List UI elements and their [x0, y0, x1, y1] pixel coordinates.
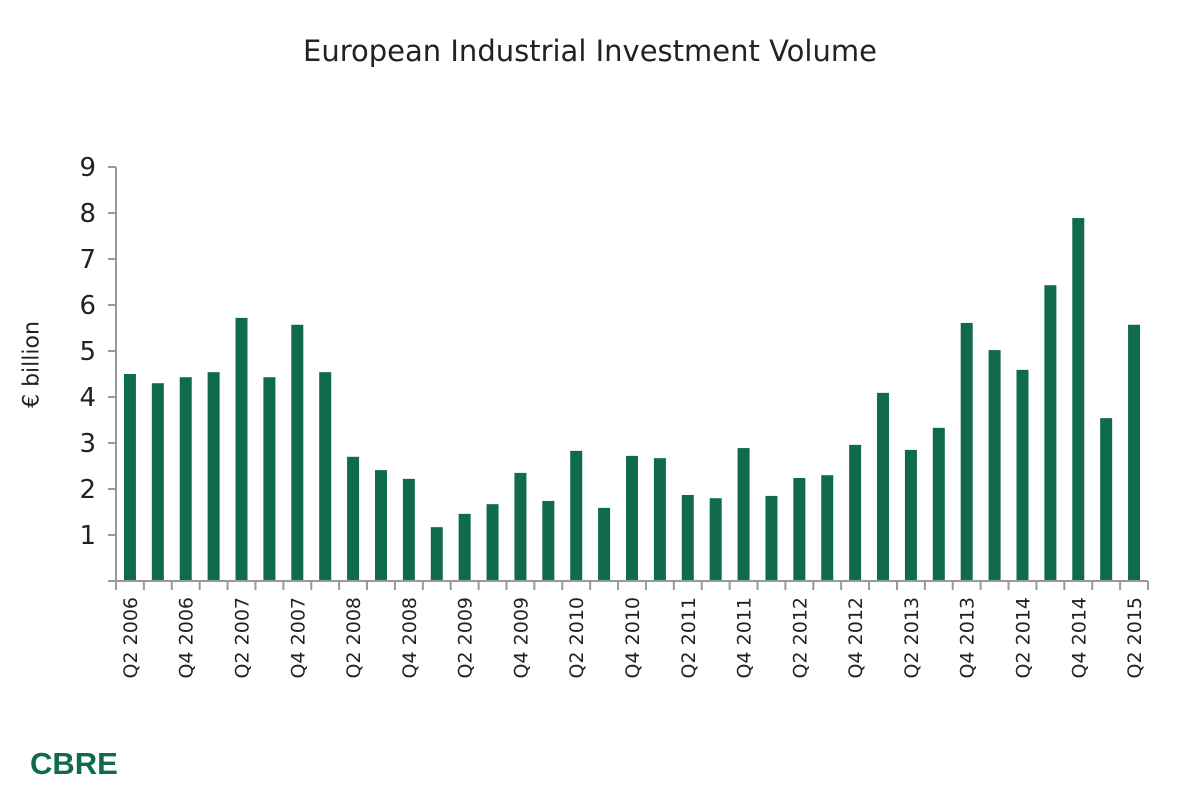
bar [1072, 218, 1085, 581]
bar [1128, 324, 1141, 581]
y-tick-label: 9 [79, 153, 96, 183]
bar [709, 498, 722, 581]
bar [570, 450, 583, 581]
bar [598, 507, 611, 581]
bar [737, 448, 750, 581]
bar [877, 392, 890, 581]
chart-title: European Industrial Investment Volume [303, 34, 877, 68]
bar [626, 455, 638, 581]
bar [402, 478, 415, 581]
x-tick-label: Q2 2007 [232, 597, 254, 678]
bar [207, 372, 220, 581]
x-tick-label: Q2 2006 [120, 597, 142, 678]
bar [765, 495, 778, 581]
x-tick-label: Q2 2009 [455, 597, 477, 678]
x-tick-label: Q4 2011 [734, 597, 756, 678]
x-tick-label: Q4 2006 [176, 597, 198, 678]
bar [179, 377, 192, 581]
x-tick-label: Q2 2014 [1012, 597, 1034, 678]
bar [988, 350, 1001, 581]
bar [681, 494, 694, 581]
bar [319, 372, 332, 581]
y-tick-label: 1 [79, 521, 96, 551]
bar [932, 427, 945, 581]
bar [960, 322, 973, 581]
bar [821, 475, 834, 581]
x-tick-label: Q2 2013 [901, 597, 923, 678]
y-tick-label: 4 [79, 383, 96, 413]
x-tick-label: Q2 2011 [678, 597, 700, 678]
x-tick-label: Q2 2012 [789, 597, 811, 678]
x-tick-label: Q2 2010 [566, 597, 588, 678]
x-tick-label: Q2 2008 [343, 597, 365, 678]
bar [374, 470, 387, 581]
x-tick-label: Q4 2007 [287, 597, 309, 678]
y-tick-label: 5 [79, 337, 96, 367]
bar [263, 377, 276, 581]
y-tick-label: 2 [79, 475, 96, 505]
bar [514, 472, 527, 581]
bar [235, 317, 248, 581]
bar [347, 456, 360, 581]
x-tick-label: Q2 2015 [1124, 597, 1146, 678]
bar [1100, 418, 1113, 581]
bar [123, 374, 136, 581]
cbre-logo: CBRE [30, 746, 118, 781]
bar [542, 500, 555, 581]
bar [151, 383, 164, 581]
x-tick-label: Q4 2013 [957, 597, 979, 678]
x-tick-label: Q4 2010 [622, 597, 644, 678]
bar [849, 444, 862, 581]
y-tick-label: 8 [79, 199, 96, 229]
bar [1044, 285, 1057, 581]
y-tick-label: 6 [79, 291, 96, 321]
bar [653, 458, 666, 581]
x-tick-label: Q4 2014 [1068, 597, 1090, 678]
bar [458, 513, 471, 581]
bar [291, 324, 304, 581]
x-tick-label: Q4 2012 [845, 597, 867, 678]
bar [430, 527, 443, 581]
bar [904, 449, 917, 581]
bar [486, 504, 499, 581]
y-tick-label: 3 [79, 429, 96, 459]
bar [793, 477, 806, 581]
bar [1016, 369, 1029, 581]
x-tick-label: Q4 2008 [399, 597, 421, 678]
x-tick-label: Q4 2009 [510, 597, 532, 678]
y-tick-label: 7 [79, 245, 96, 275]
